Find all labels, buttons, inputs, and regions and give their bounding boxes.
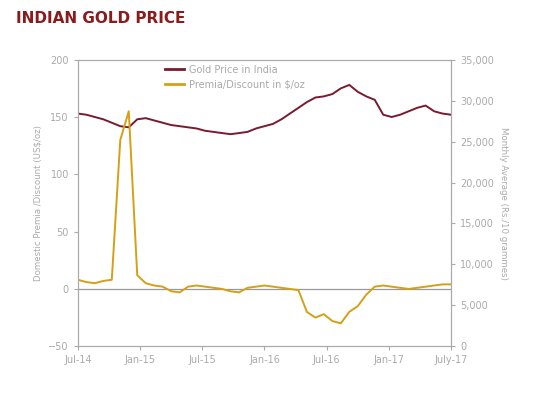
Legend: Gold Price in India, Premia/Discount in $/oz: Gold Price in India, Premia/Discount in … [165,64,305,90]
Y-axis label: Domestic Premia /Discount (US$/oz): Domestic Premia /Discount (US$/oz) [34,125,43,281]
Y-axis label: Monthly Average (Rs./10 grammes): Monthly Average (Rs./10 grammes) [499,127,508,279]
Text: INDIAN GOLD PRICE: INDIAN GOLD PRICE [16,11,185,26]
